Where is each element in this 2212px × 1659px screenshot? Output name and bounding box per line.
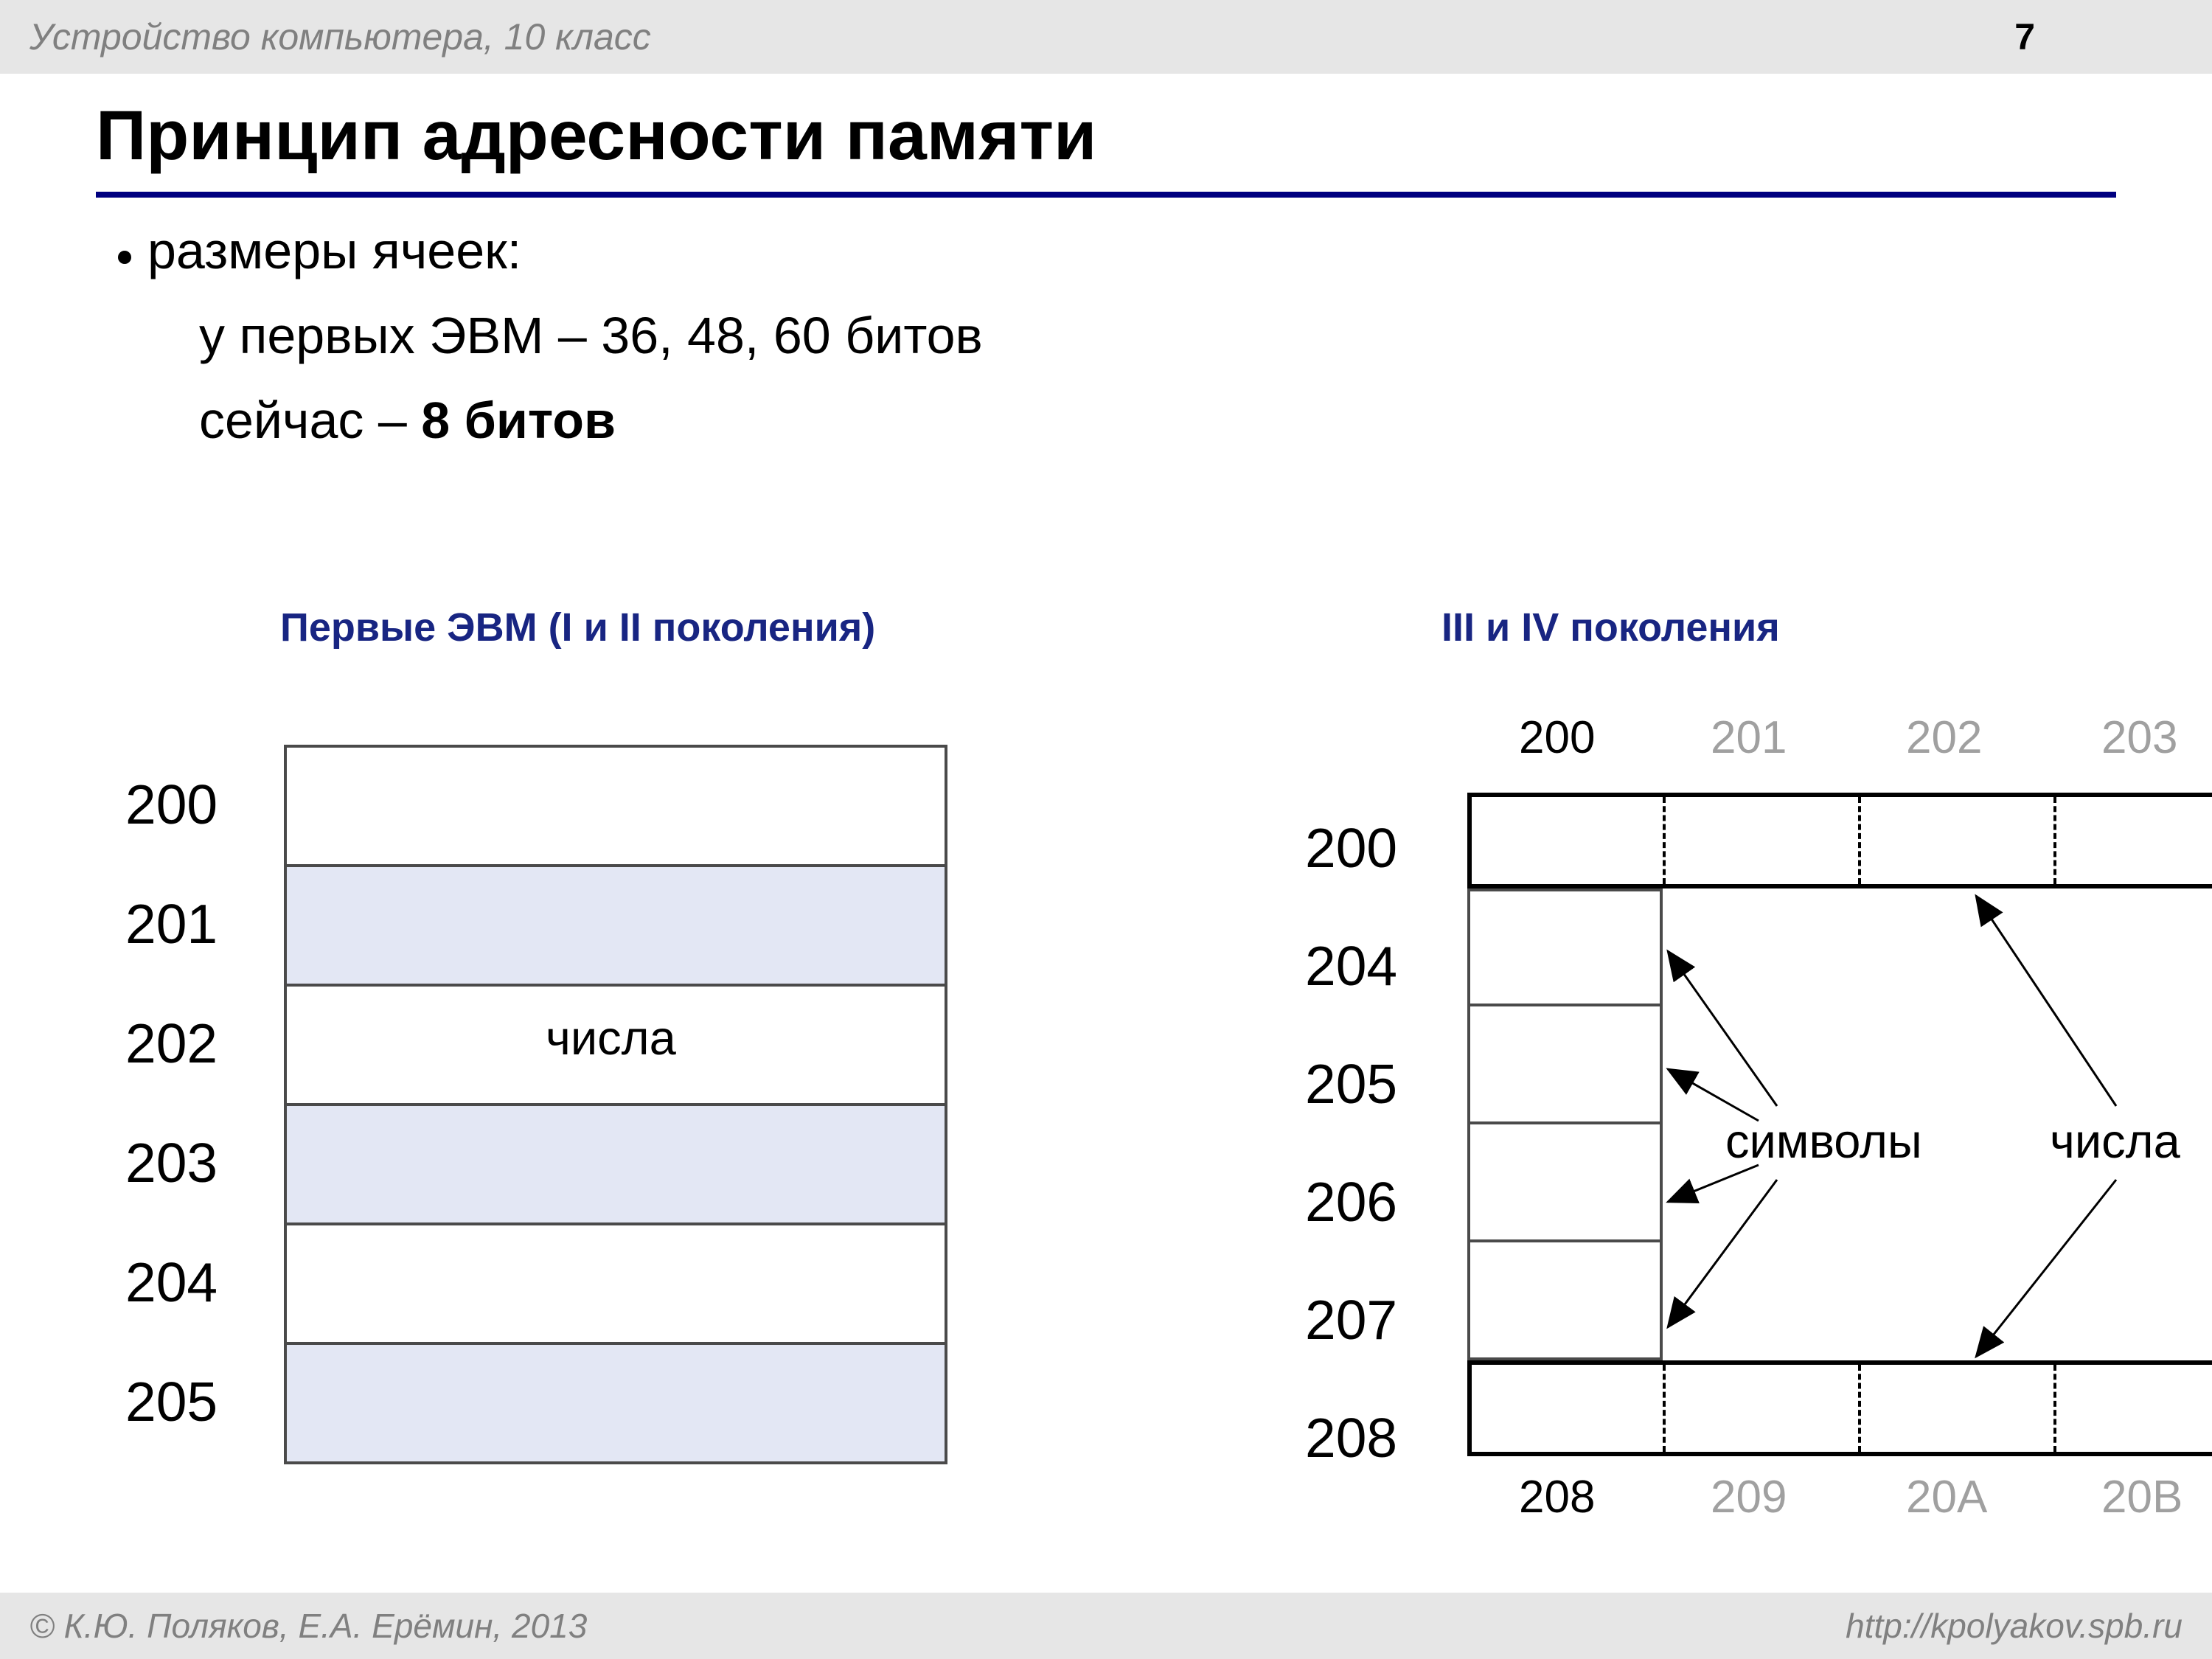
right-addr-1: 204 xyxy=(1305,907,1397,1025)
annot-symbols: символы xyxy=(1725,1113,1922,1169)
section-heading-left: Первые ЭВМ (I и II поколения) xyxy=(280,605,875,650)
bullet-line-3b: 8 битов xyxy=(421,392,616,449)
narrow-row-206 xyxy=(1467,1124,1663,1242)
bottom-byte-3: 20B xyxy=(2101,1471,2183,1523)
bullet-line-3: сейчас – 8 битов xyxy=(199,391,616,450)
bullet-line-3a: сейчас – xyxy=(199,392,421,449)
narrow-row-207 xyxy=(1467,1242,1663,1360)
left-address-column: 200 201 202 203 204 205 xyxy=(125,745,218,1461)
wide-row-200 xyxy=(1467,793,2212,888)
dash-208-1 xyxy=(1663,1365,1666,1452)
left-row-3 xyxy=(287,1103,945,1222)
left-addr-0: 200 xyxy=(125,745,218,864)
bottom-byte-2: 20A xyxy=(1906,1471,1987,1523)
narrow-row-205 xyxy=(1467,1006,1663,1124)
wide-row-208 xyxy=(1467,1360,2212,1456)
narrow-row-204 xyxy=(1467,888,1663,1006)
page-number: 7 xyxy=(2014,15,2035,58)
left-memory-table xyxy=(284,745,947,1464)
section-heading-right: III и IV поколения xyxy=(1441,605,1780,650)
top-byte-3: 203 xyxy=(2101,712,2177,764)
left-addr-4: 204 xyxy=(125,1222,218,1342)
bottom-byte-1: 209 xyxy=(1711,1471,1787,1523)
right-addr-3: 206 xyxy=(1305,1143,1397,1261)
dash-200-2 xyxy=(1858,797,1861,884)
right-addr-0: 200 xyxy=(1305,789,1397,907)
bottom-byte-0: 208 xyxy=(1519,1471,1595,1523)
left-row-1 xyxy=(287,864,945,984)
annot-numbers: числа xyxy=(2050,1113,2180,1169)
right-addr-4: 207 xyxy=(1305,1261,1397,1379)
dash-200-1 xyxy=(1663,797,1666,884)
top-byte-2: 202 xyxy=(1906,712,1982,764)
right-addr-5: 208 xyxy=(1305,1379,1397,1497)
left-addr-2: 202 xyxy=(125,984,218,1103)
left-addr-1: 201 xyxy=(125,864,218,984)
course-title: Устройство компьютера, 10 класс xyxy=(29,15,651,58)
left-addr-3: 203 xyxy=(125,1103,218,1222)
title-underline xyxy=(96,192,2116,198)
footer-url: http://kpolyakov.spb.ru xyxy=(1846,1606,2183,1646)
right-addr-2: 205 xyxy=(1305,1025,1397,1143)
header-bar: Устройство компьютера, 10 класс 7 xyxy=(0,0,2212,74)
top-byte-1: 201 xyxy=(1711,712,1787,764)
footer-bar: © К.Ю. Поляков, Е.А. Ерёмин, 2013 http:/… xyxy=(0,1593,2212,1659)
footer-copyright: © К.Ю. Поляков, Е.А. Ерёмин, 2013 xyxy=(29,1606,587,1646)
dash-200-3 xyxy=(2053,797,2056,884)
dash-208-3 xyxy=(2053,1365,2056,1452)
dash-208-2 xyxy=(1858,1365,1861,1452)
left-row-4 xyxy=(287,1222,945,1342)
bullet-line-2: у первых ЭВМ – 36, 48, 60 битов xyxy=(199,306,983,365)
left-addr-5: 205 xyxy=(125,1342,218,1461)
bullet-line-1: размеры ячеек: xyxy=(147,221,521,280)
right-address-column: 200 204 205 206 207 208 xyxy=(1305,789,1397,1497)
top-byte-0: 200 xyxy=(1519,712,1595,764)
slide-title: Принцип адресности памяти xyxy=(96,96,1096,176)
left-center-label: числа xyxy=(546,1010,676,1065)
left-row-5 xyxy=(287,1342,945,1461)
bullet-dot xyxy=(118,251,131,264)
left-row-0 xyxy=(287,745,945,864)
